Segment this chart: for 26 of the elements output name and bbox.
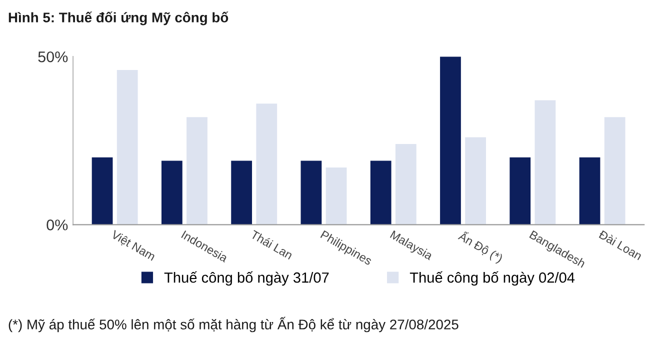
bar [465, 137, 486, 225]
bar [534, 100, 556, 225]
x-tick-label: Thái Lan [250, 230, 294, 260]
legend-label: Thuế công bố ngày 31/07 [164, 271, 329, 286]
x-tick-label: Việt Nam [110, 230, 156, 262]
chart-title: Hình 5: Thuế đối ứng Mỹ công bố [8, 12, 228, 26]
bar [510, 157, 531, 225]
bar [579, 157, 600, 225]
bar [231, 160, 252, 225]
y-tick-label: 50% [38, 51, 68, 62]
bar [116, 70, 138, 225]
bar [256, 104, 278, 225]
bar [326, 168, 347, 225]
bar [604, 117, 626, 225]
bar [370, 160, 392, 225]
bar [440, 56, 461, 225]
y-tick-label: 0% [46, 220, 68, 230]
bar [92, 157, 113, 225]
bar [395, 144, 416, 225]
x-tick-label: Ấn Độ (*) [456, 230, 504, 265]
legend-label: Thuế công bố ngày 02/04 [410, 271, 575, 286]
bar [186, 117, 208, 225]
bar [300, 160, 322, 225]
text: (*) Mỹ áp thuế 50% lên một số mặt hàng từ Ấn Độ kể từ ngày 27/08/2025 [8, 316, 458, 332]
bar [161, 160, 182, 225]
x-tick-label: Đài Loan [598, 229, 643, 260]
